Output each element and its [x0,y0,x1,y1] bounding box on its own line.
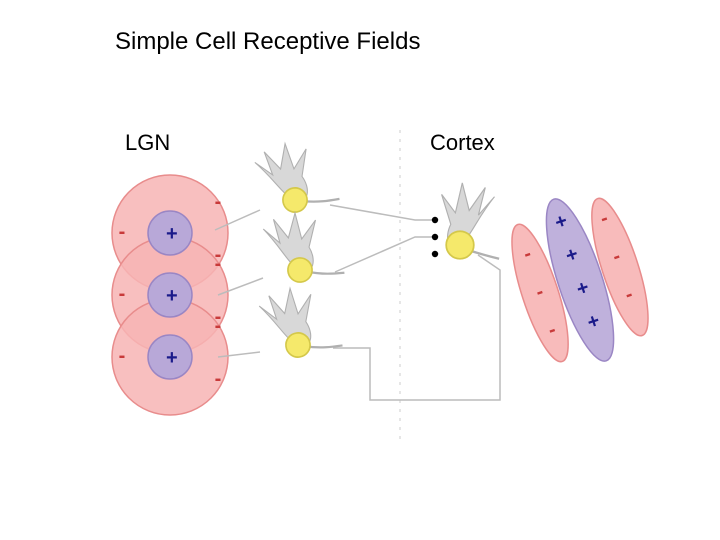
plus-symbol: + [166,285,178,307]
cortex-receptive-field: ++++------ [497,181,664,380]
diagram-canvas: +---+---+---++++------ [0,0,720,540]
synapse-terminal [432,217,438,223]
minus-symbol: - [215,368,222,390]
plus-symbol: + [166,347,178,369]
connection-wire [335,237,432,272]
minus-symbol: - [215,191,222,213]
connection-wire [330,205,432,220]
minus-symbol: - [215,253,222,275]
lgn-neuron [262,209,345,285]
lgn-neuron [257,282,343,361]
synapse-terminal [432,251,438,257]
minus-symbol: - [119,345,126,367]
cortex-neuron [442,183,500,259]
connection-wire [333,255,500,400]
synapse-terminal [432,234,438,240]
lgn-neuron [253,136,341,218]
minus-symbol: - [119,221,126,243]
plus-symbol: + [166,223,178,245]
minus-symbol: - [119,283,126,305]
minus-symbol: - [215,315,222,337]
